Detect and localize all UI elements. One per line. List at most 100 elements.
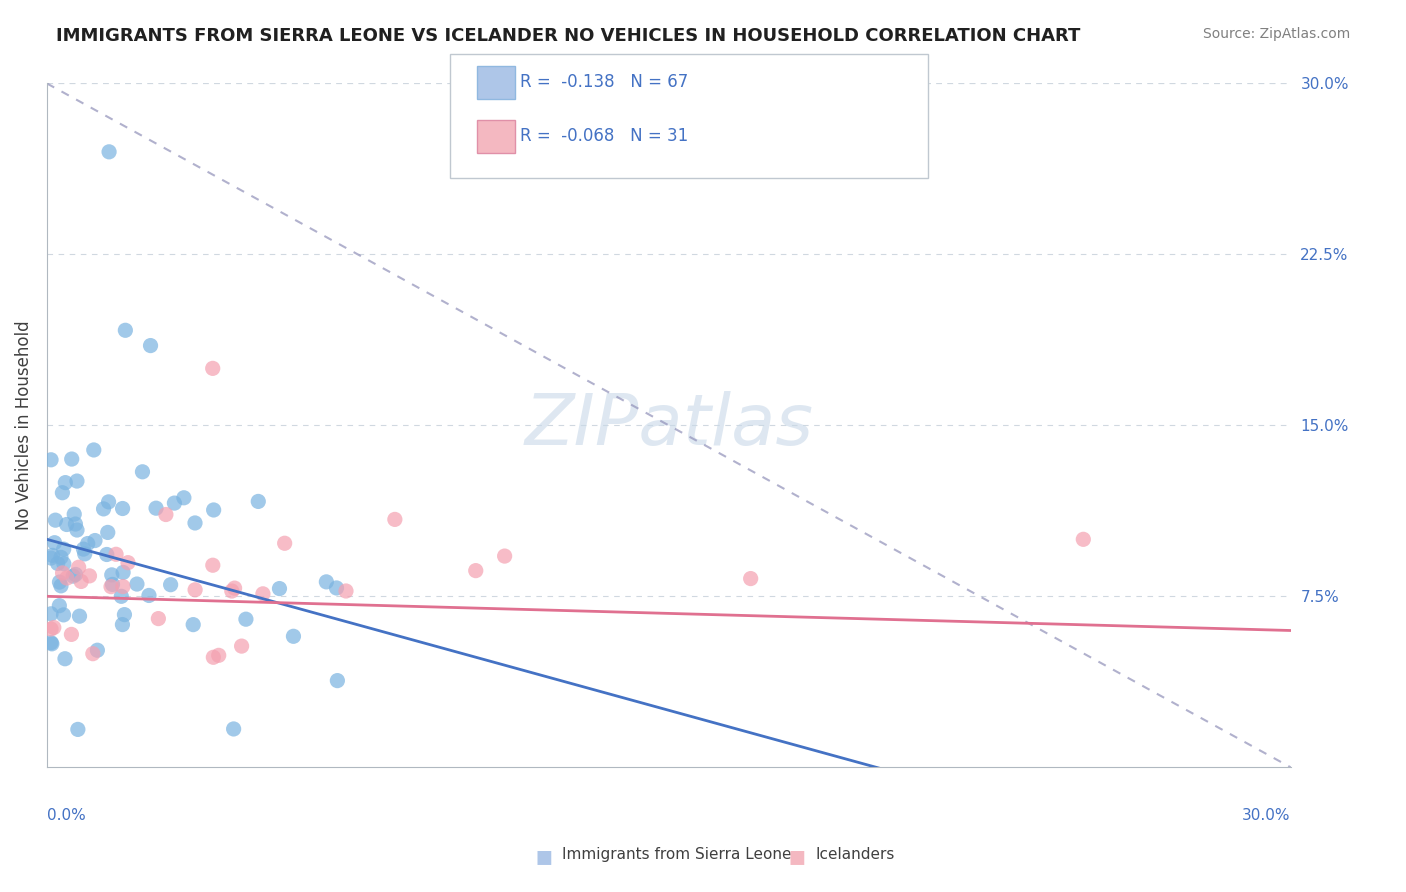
Immigrants from Sierra Leone [39, 551, 62, 566]
Immigrants from Sierra Leone [52, 607, 75, 622]
Icelanders [221, 584, 243, 599]
Icelanders [201, 558, 224, 573]
Icelanders [52, 566, 75, 580]
Icelanders [117, 556, 139, 570]
Immigrants from Sierra Leone [86, 643, 108, 657]
Icelanders [70, 574, 93, 589]
Immigrants from Sierra Leone [65, 567, 87, 582]
Text: 30.0%: 30.0% [1241, 808, 1291, 823]
Immigrants from Sierra Leone [55, 517, 77, 532]
Immigrants from Sierra Leone [60, 452, 83, 467]
Text: 0.0%: 0.0% [46, 808, 86, 823]
Text: Immigrants from Sierra Leone: Immigrants from Sierra Leone [562, 847, 792, 862]
Text: R =  -0.068   N = 31: R = -0.068 N = 31 [520, 127, 689, 145]
Immigrants from Sierra Leone [48, 575, 70, 590]
Immigrants from Sierra Leone [49, 579, 72, 593]
Immigrants from Sierra Leone [41, 549, 63, 563]
Immigrants from Sierra Leone [41, 637, 63, 651]
Icelanders [273, 536, 295, 550]
Immigrants from Sierra Leone [110, 590, 132, 604]
Immigrants from Sierra Leone [181, 617, 204, 632]
Immigrants from Sierra Leone [163, 496, 186, 510]
Immigrants from Sierra Leone [52, 542, 75, 557]
Immigrants from Sierra Leone [63, 507, 86, 521]
Immigrants from Sierra Leone [48, 599, 70, 613]
Icelanders [464, 564, 486, 578]
Immigrants from Sierra Leone [46, 557, 69, 571]
Immigrants from Sierra Leone [100, 567, 122, 582]
Icelanders [1071, 533, 1094, 547]
Immigrants from Sierra Leone [325, 581, 347, 595]
Immigrants from Sierra Leone [114, 607, 136, 622]
Immigrants from Sierra Leone [44, 513, 66, 527]
Icelanders [82, 647, 104, 661]
Icelanders [60, 627, 83, 641]
Immigrants from Sierra Leone [62, 569, 84, 583]
Text: R =  -0.138   N = 67: R = -0.138 N = 67 [520, 73, 689, 91]
Immigrants from Sierra Leone [235, 612, 257, 626]
Immigrants from Sierra Leone [139, 338, 162, 352]
Immigrants from Sierra Leone [39, 452, 62, 467]
Immigrants from Sierra Leone [125, 577, 148, 591]
Immigrants from Sierra Leone [66, 523, 89, 537]
Immigrants from Sierra Leone [283, 629, 305, 643]
Immigrants from Sierra Leone [39, 636, 62, 650]
Text: ▪: ▪ [787, 842, 806, 871]
Immigrants from Sierra Leone [131, 465, 153, 479]
Icelanders [384, 512, 406, 526]
Immigrants from Sierra Leone [66, 474, 89, 488]
Immigrants from Sierra Leone [184, 516, 207, 530]
Immigrants from Sierra Leone [53, 475, 76, 490]
Immigrants from Sierra Leone [53, 651, 76, 665]
Immigrants from Sierra Leone [72, 542, 94, 557]
Immigrants from Sierra Leone [159, 577, 181, 591]
Immigrants from Sierra Leone [84, 533, 107, 548]
Immigrants from Sierra Leone [173, 491, 195, 505]
Icelanders [155, 508, 177, 522]
Icelanders [335, 584, 357, 599]
Immigrants from Sierra Leone [66, 723, 89, 737]
Immigrants from Sierra Leone [97, 495, 120, 509]
Immigrants from Sierra Leone [326, 673, 349, 688]
Icelanders [740, 572, 762, 586]
Immigrants from Sierra Leone [69, 609, 91, 624]
Icelanders [202, 650, 225, 665]
Icelanders [201, 361, 224, 376]
Icelanders [105, 547, 128, 561]
Immigrants from Sierra Leone [97, 525, 120, 540]
Icelanders [100, 580, 122, 594]
Icelanders [79, 569, 101, 583]
Text: ZIPatlas: ZIPatlas [524, 391, 813, 460]
Immigrants from Sierra Leone [49, 550, 72, 565]
Immigrants from Sierra Leone [111, 617, 134, 632]
Immigrants from Sierra Leone [111, 501, 134, 516]
Text: Icelanders: Icelanders [815, 847, 894, 862]
Icelanders [39, 622, 62, 636]
Immigrants from Sierra Leone [52, 557, 75, 571]
Icelanders [184, 582, 207, 597]
Immigrants from Sierra Leone [112, 566, 135, 580]
Immigrants from Sierra Leone [269, 582, 291, 596]
Icelanders [494, 549, 516, 563]
Immigrants from Sierra Leone [93, 501, 115, 516]
Immigrants from Sierra Leone [114, 323, 136, 337]
Immigrants from Sierra Leone [247, 494, 270, 508]
Immigrants from Sierra Leone [65, 516, 87, 531]
Immigrants from Sierra Leone [145, 501, 167, 516]
Immigrants from Sierra Leone [96, 548, 118, 562]
Icelanders [231, 639, 253, 653]
Immigrants from Sierra Leone [98, 145, 121, 159]
Immigrants from Sierra Leone [101, 577, 124, 591]
Immigrants from Sierra Leone [138, 589, 160, 603]
Text: IMMIGRANTS FROM SIERRA LEONE VS ICELANDER NO VEHICLES IN HOUSEHOLD CORRELATION C: IMMIGRANTS FROM SIERRA LEONE VS ICELANDE… [56, 27, 1081, 45]
Immigrants from Sierra Leone [222, 722, 245, 736]
Immigrants from Sierra Leone [83, 442, 105, 457]
Icelanders [148, 611, 170, 625]
Y-axis label: No Vehicles in Household: No Vehicles in Household [15, 320, 32, 530]
Immigrants from Sierra Leone [73, 547, 96, 561]
Icelanders [67, 560, 90, 574]
Immigrants from Sierra Leone [51, 485, 73, 500]
Immigrants from Sierra Leone [315, 574, 337, 589]
Icelanders [224, 581, 246, 595]
Immigrants from Sierra Leone [44, 535, 66, 549]
